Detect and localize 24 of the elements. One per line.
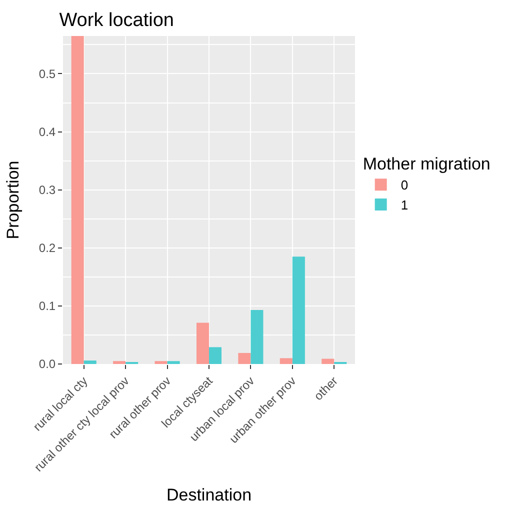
y-tick-label: 0.1 — [38, 299, 56, 314]
bar — [238, 352, 251, 364]
bar — [154, 361, 168, 364]
legend-label: 1 — [400, 198, 408, 213]
x-axis-title: Destination — [166, 486, 252, 505]
y-tick-label: 0.4 — [38, 124, 56, 139]
bar — [113, 361, 126, 364]
chart-title: Work location — [59, 10, 174, 32]
y-tick-label: 0.5 — [38, 66, 56, 81]
bar — [250, 310, 264, 364]
y-tick-label: 0.2 — [38, 241, 56, 256]
bar — [167, 361, 180, 364]
bar — [292, 256, 305, 364]
y-tick-label: 0.3 — [38, 183, 56, 198]
bar — [322, 358, 334, 364]
y-tick-label: 0.0 — [38, 357, 56, 372]
legend-title: Mother migration — [362, 154, 490, 174]
bar — [196, 322, 209, 364]
y-axis-title: Proportion — [3, 160, 22, 240]
legend-label: 0 — [400, 178, 408, 193]
bar — [84, 360, 96, 364]
bar — [71, 36, 84, 364]
bar — [280, 358, 292, 364]
bar — [209, 347, 222, 364]
